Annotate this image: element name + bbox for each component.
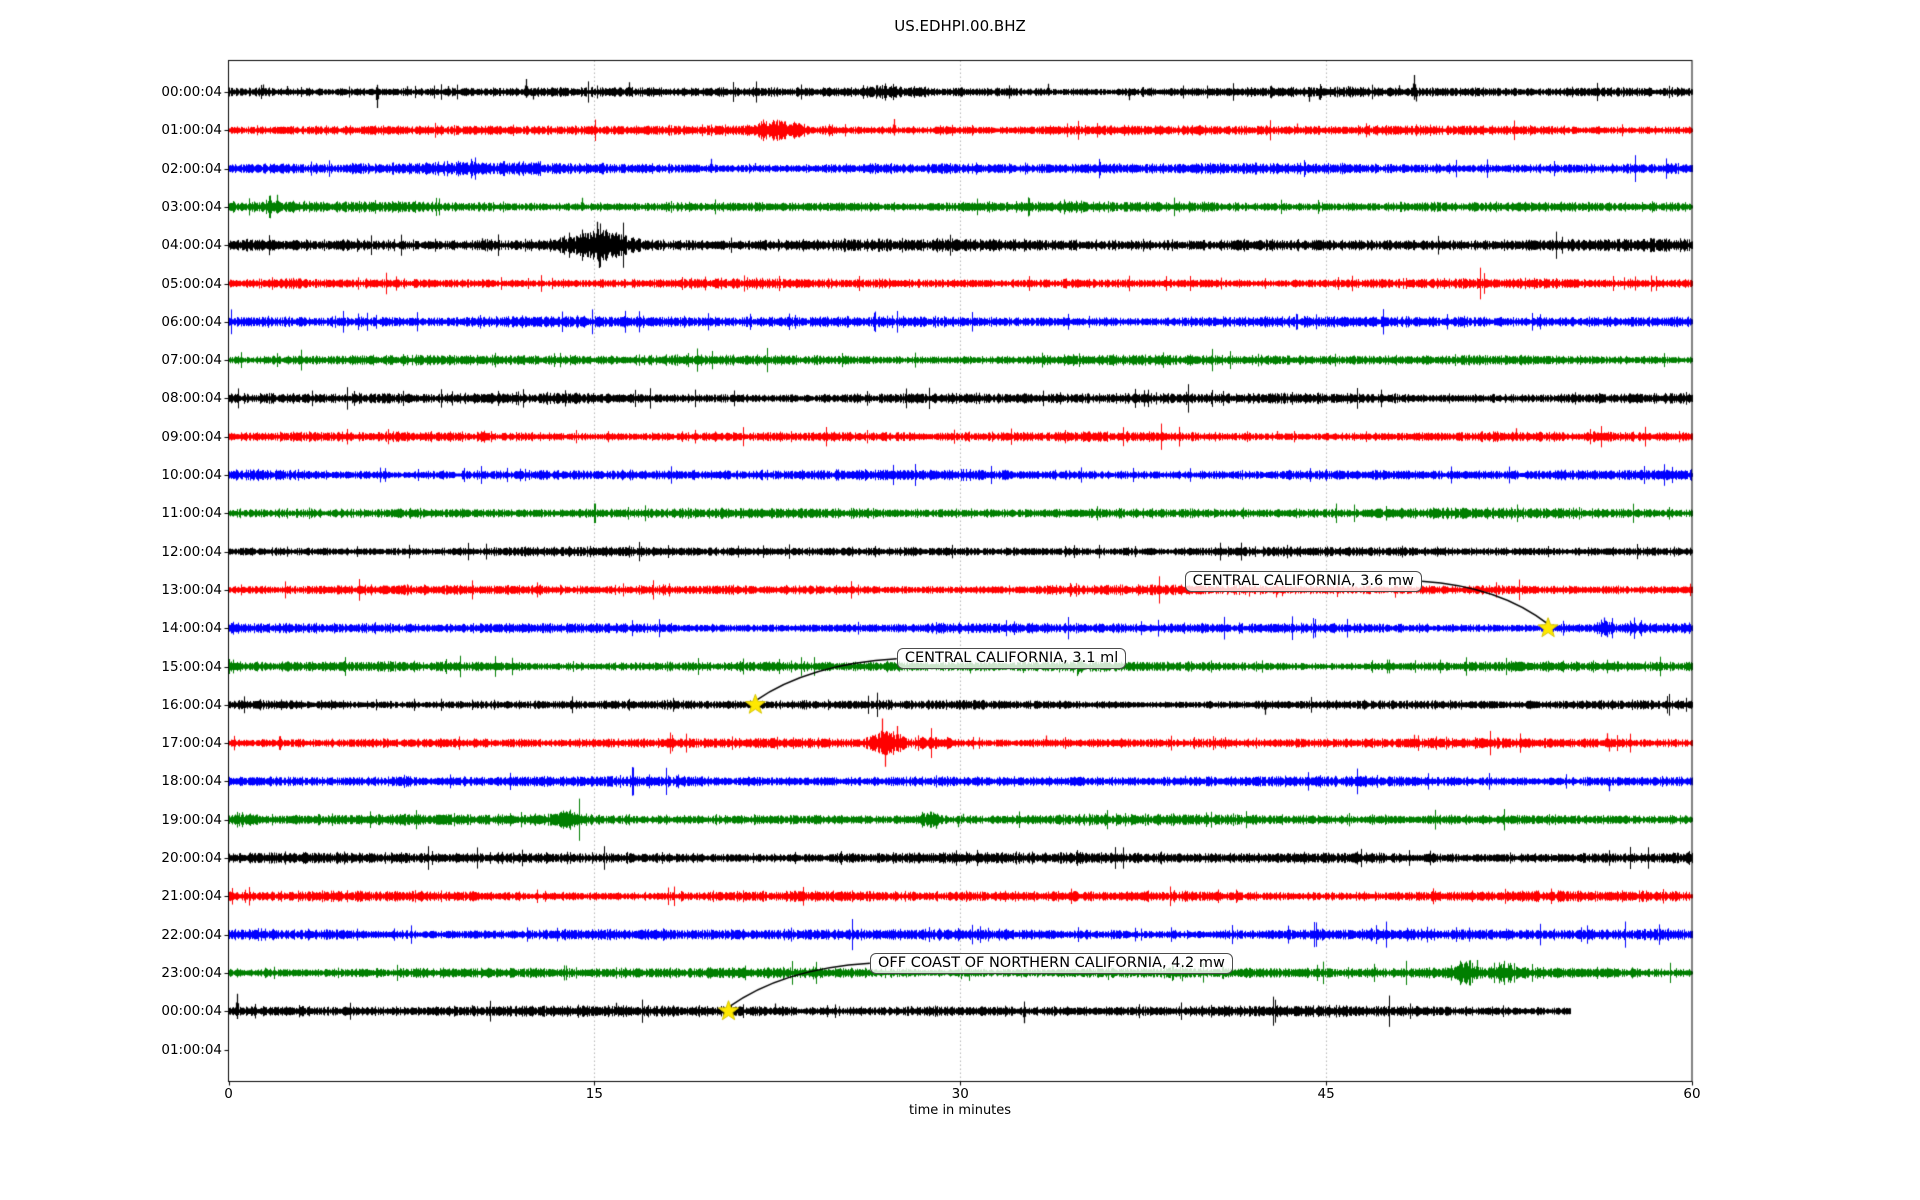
y-tick-label: 05:00:04 — [161, 275, 222, 292]
y-tick-label: 14:00:04 — [161, 620, 222, 637]
event-annotation-label: CENTRAL CALIFORNIA, 3.6 mw — [1184, 570, 1422, 592]
y-tick-label: 18:00:04 — [161, 773, 222, 790]
y-tick-label: 04:00:04 — [161, 237, 222, 254]
y-tick-label: 08:00:04 — [161, 390, 222, 407]
x-tick-label: 60 — [1683, 1086, 1701, 1102]
x-tick-label: 30 — [951, 1086, 969, 1102]
y-tick-label: 00:00:04 — [161, 84, 222, 100]
y-tick-label: 20:00:04 — [161, 850, 222, 866]
y-tick-label: 12:00:04 — [161, 543, 222, 560]
x-tick-label: 15 — [585, 1086, 603, 1102]
event-annotation-label: OFF COAST OF NORTHERN CALIFORNIA, 4.2 mw — [870, 952, 1233, 974]
y-tick-label: 02:00:04 — [161, 160, 222, 177]
y-tick-label: 19:00:04 — [161, 811, 222, 828]
x-axis-label: time in minutes — [908, 1103, 1012, 1118]
y-tick-label: 03:00:04 — [161, 198, 222, 215]
y-tick-label: 15:00:04 — [161, 658, 222, 675]
y-tick-label: 01:00:04 — [161, 1041, 222, 1058]
y-tick-label: 01:00:04 — [161, 122, 222, 139]
y-tick-label: 22:00:04 — [161, 926, 222, 943]
y-tick-label: 00:00:04 — [161, 1003, 222, 1020]
chart-title: US.EDHPI.00.BHZ — [894, 17, 1026, 35]
y-tick-label: 16:00:04 — [161, 696, 222, 713]
y-tick-label: 10:00:04 — [161, 467, 222, 483]
y-tick-label: 07:00:04 — [161, 352, 222, 369]
x-tick-label: 0 — [224, 1086, 233, 1102]
y-tick-label: 23:00:04 — [161, 964, 222, 981]
y-tick-label: 06:00:04 — [161, 313, 222, 330]
x-tick-label: 45 — [1317, 1086, 1335, 1102]
y-tick-label: 21:00:04 — [161, 888, 222, 905]
y-tick-label: 09:00:04 — [161, 428, 222, 445]
y-tick-label: 13:00:04 — [161, 581, 222, 598]
event-annotation-label: CENTRAL CALIFORNIA, 3.1 ml — [896, 648, 1127, 670]
y-tick-label: 11:00:04 — [161, 505, 222, 522]
y-tick-label: 17:00:04 — [161, 735, 222, 752]
